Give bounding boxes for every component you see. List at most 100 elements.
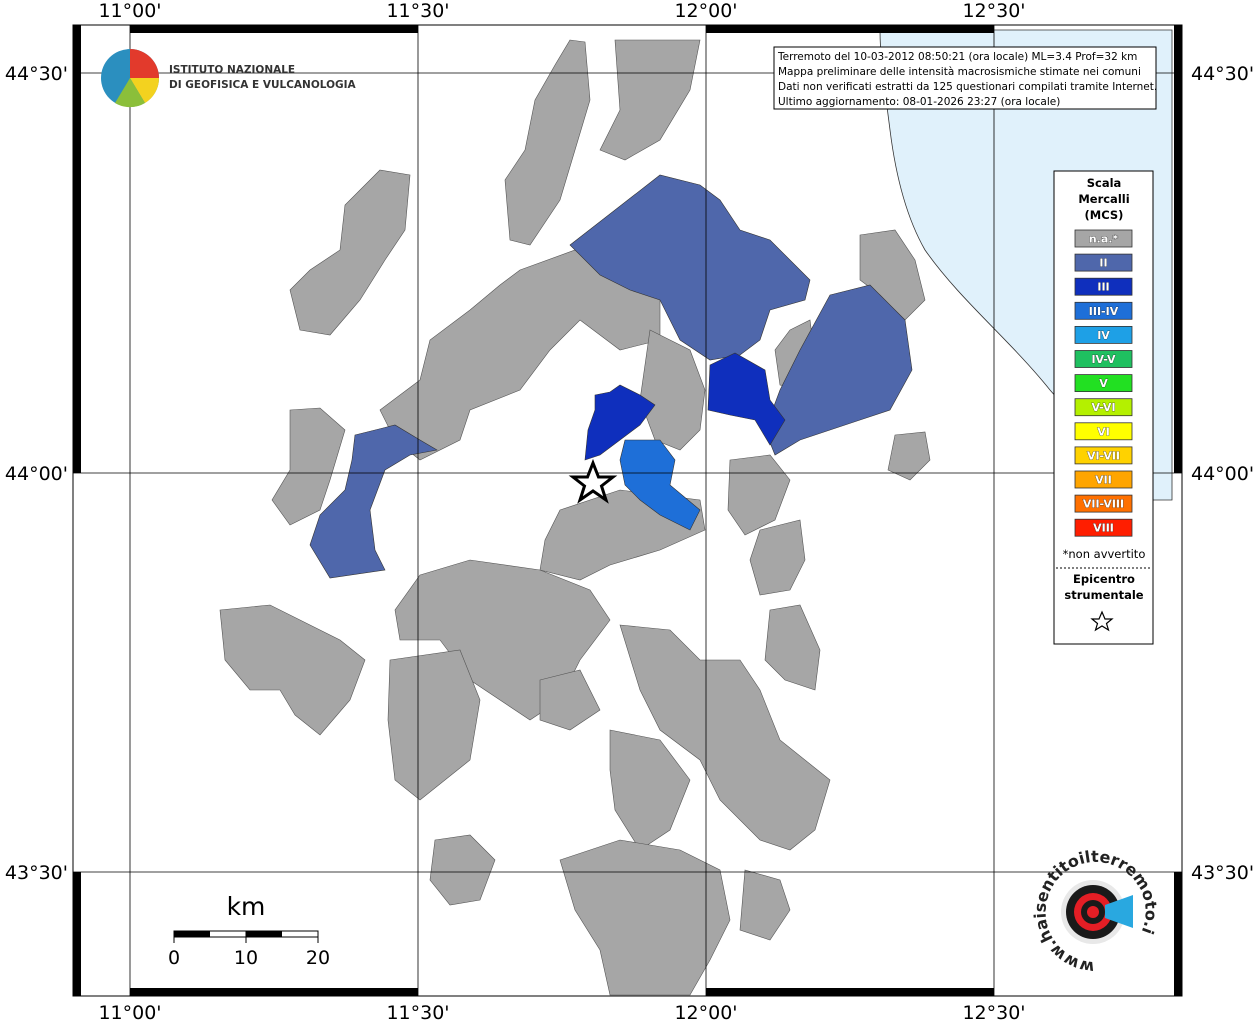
legend-title: Mercalli [1078, 192, 1129, 206]
lon-label: 11°30' [386, 1002, 449, 1024]
municipality [219, 604, 366, 736]
legend-swatch [1074, 518, 1133, 537]
frame-bar [706, 25, 994, 33]
frame-bar [1174, 872, 1182, 996]
frame-bar [73, 25, 81, 73]
legend-swatch [1074, 277, 1133, 296]
epicenter-star [568, 458, 618, 504]
municipality [749, 519, 806, 596]
lon-label: 12°30' [962, 1002, 1025, 1024]
lon-label: 11°00' [98, 1002, 161, 1024]
legend-swatch [1074, 301, 1133, 320]
lat-label: 43°30' [5, 862, 68, 884]
frame-bar [73, 73, 81, 473]
lat-label: 44°30' [1191, 63, 1254, 85]
lon-label: 12°00' [674, 1002, 737, 1024]
legend-label: V-VI [1091, 401, 1115, 414]
frame-bar [1174, 73, 1182, 473]
logo-segment [115, 78, 145, 108]
lat-label: 44°30' [5, 63, 68, 85]
legend-note: *non avvertito [1063, 547, 1146, 561]
coordinate-labels: 11°00' 11°00' 11°30' 11°30' 12°00' 12°00' 12°3… [5, 0, 1254, 1024]
legend-swatch [1074, 470, 1133, 489]
legend-label: VII [1095, 474, 1112, 487]
logo-text: DI GEOFISICA E VULCANOLOGIA [169, 79, 357, 91]
scale-unit: km [227, 892, 266, 921]
municipality [739, 869, 791, 941]
legend-epicenter: strumentale [1064, 588, 1143, 602]
intensity-iii-area [707, 352, 786, 446]
municipality [609, 729, 691, 851]
lat-label: 44°00' [5, 463, 68, 485]
info-box [773, 46, 1157, 110]
frame-bar [1174, 25, 1182, 73]
municipality [539, 669, 601, 731]
municipality [619, 624, 831, 851]
info-line: Ultimo aggiornamento: 08-01-2026 23:27 (… [778, 96, 1060, 108]
legend-title: (MCS) [1085, 208, 1124, 222]
frame-bars [73, 25, 1182, 996]
municipality [859, 229, 926, 321]
legend-label: IV-V [1091, 353, 1116, 366]
legend-label: III-IV [1089, 305, 1119, 318]
scale-label: 10 [234, 947, 258, 969]
ingv-logo: ISTITUTO NAZIONALE DI GEOFISICA E VULCAN… [101, 49, 357, 108]
lon-label: 11°30' [386, 0, 449, 22]
legend-swatch [1074, 325, 1133, 344]
info-line: Dati non verificati estratti da 125 ques… [778, 81, 1157, 93]
legend-swatch [1074, 422, 1133, 441]
legend-swatch [1074, 229, 1133, 248]
frame-bar [130, 988, 418, 996]
legend-label: II [1099, 257, 1107, 270]
legend-swatch [1074, 398, 1133, 417]
map-frame [72, 24, 1183, 997]
lon-label: 12°00' [674, 0, 737, 22]
municipality [764, 604, 821, 691]
municipality [271, 407, 346, 526]
felt-areas [309, 174, 913, 579]
lon-label: 11°00' [98, 0, 161, 22]
logo-speaker [1105, 895, 1133, 928]
legend-swatch [1074, 494, 1133, 513]
municipality [429, 834, 496, 906]
scale-label: 20 [306, 947, 330, 969]
intensity-ii-area [764, 284, 913, 456]
legend-label: V [1099, 377, 1108, 390]
legend-label: n.a.* [1089, 233, 1119, 246]
scale-label: 0 [168, 947, 180, 969]
legend-star [1090, 610, 1114, 632]
legend-label: VI [1097, 425, 1110, 438]
info-lines: Terremoto del 10-03-2012 08:50:21 (ora l… [777, 51, 1157, 108]
legend-label: VII-VIII [1083, 498, 1124, 511]
intensity-ii-area [309, 424, 438, 579]
intensity-iii-area [584, 384, 656, 461]
municipalities [219, 39, 931, 996]
logo-ring [1087, 906, 1099, 918]
municipality [289, 169, 411, 336]
lon-label: 12°30' [962, 0, 1025, 22]
scale-bar-segment [174, 931, 210, 937]
legend-swatch [1074, 446, 1133, 465]
legend-label: VIII [1093, 522, 1114, 535]
graticule [73, 25, 1182, 996]
info-line: Mappa preliminare delle intensità macros… [778, 66, 1141, 78]
municipality [559, 839, 731, 996]
municipality [599, 39, 701, 161]
scale-bar: km 0 10 20 [168, 892, 330, 969]
logo-text: ISTITUTO NAZIONALE [169, 64, 295, 76]
logo-segment [130, 49, 159, 78]
intensity-iii-iv-area [619, 439, 701, 531]
legend-title: Scala [1087, 176, 1122, 190]
frame-bar [706, 988, 994, 996]
municipality [387, 649, 481, 801]
legend-epicenter: Epicentro [1073, 572, 1135, 586]
legend-swatch [1074, 374, 1133, 393]
intensity-ii-area [569, 174, 811, 361]
scale-bar-segment [246, 931, 282, 937]
lat-label: 43°30' [1191, 862, 1254, 884]
legend-label: VI-VII [1087, 449, 1120, 462]
frame-bar [130, 25, 418, 33]
frame-bar [73, 872, 81, 996]
legend-label: IV [1097, 329, 1110, 342]
